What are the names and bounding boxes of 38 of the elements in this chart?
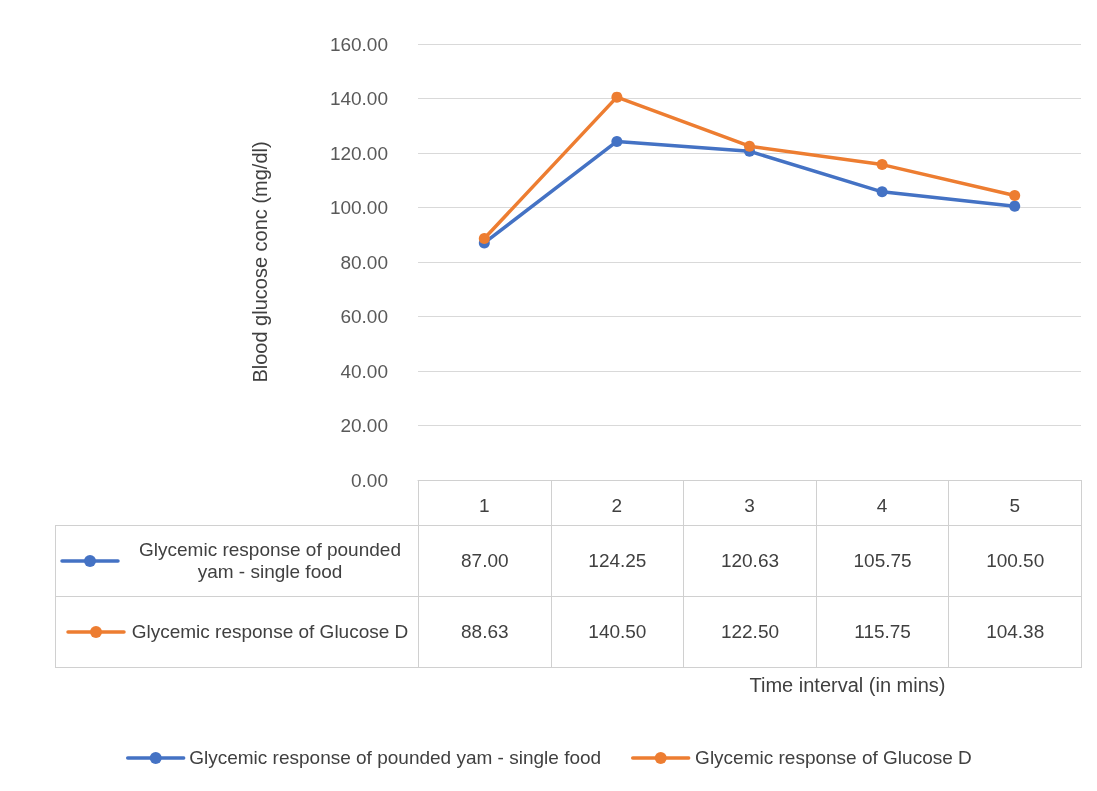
x-tick-label: 2 (611, 495, 623, 516)
legend-label: Glycemic response of pounded yam - single food (138, 539, 402, 583)
y-tick-label: 0.00 (351, 469, 388, 491)
point (876, 186, 888, 198)
text: Glycemic response of Glucose D (695, 747, 972, 768)
y-tick-label: 20.00 (340, 415, 388, 436)
data-label: 122.50 (720, 621, 780, 643)
x-tick-label: 3 (744, 495, 755, 516)
data-label: 100.50 (986, 550, 1045, 572)
data-label: 88.63 (461, 621, 509, 643)
y-tick-label: 160.00 (329, 33, 388, 55)
y-tick-label: 100.00 (329, 197, 388, 218)
y-tick-label: 80.00 (340, 251, 388, 273)
point (1009, 200, 1021, 212)
y-tick-label: 120.00 (329, 142, 388, 164)
x-tick-label: 4 (876, 495, 888, 516)
data-label: 105.75 (853, 550, 912, 572)
y-tick-label: 60.00 (340, 306, 388, 327)
text: Time interval (in mins) (749, 674, 946, 696)
data-label: 87.00 (461, 550, 509, 572)
text: Glycemic response of pounded yam - single food (189, 747, 602, 768)
data-label: 104.38 (986, 621, 1045, 643)
point (876, 159, 888, 171)
y-axis-title: Blood glucose conc (mg/dl) (249, 141, 271, 383)
point (478, 232, 490, 244)
legend-label: Glycemic response of Glucose D (131, 621, 409, 643)
data-label: 115.75 (854, 621, 911, 643)
point (744, 140, 755, 152)
point (611, 135, 623, 147)
y-tick-label: 40.00 (340, 360, 388, 382)
data-label: 124.25 (588, 550, 647, 572)
point (1009, 190, 1021, 202)
point (611, 91, 623, 103)
x-tick-label: 1 (479, 495, 490, 516)
data-label: 120.63 (720, 550, 780, 572)
data-label: 140.50 (588, 621, 647, 643)
x-tick-label: 5 (1009, 495, 1020, 516)
y-tick-label: 140.00 (329, 88, 388, 109)
